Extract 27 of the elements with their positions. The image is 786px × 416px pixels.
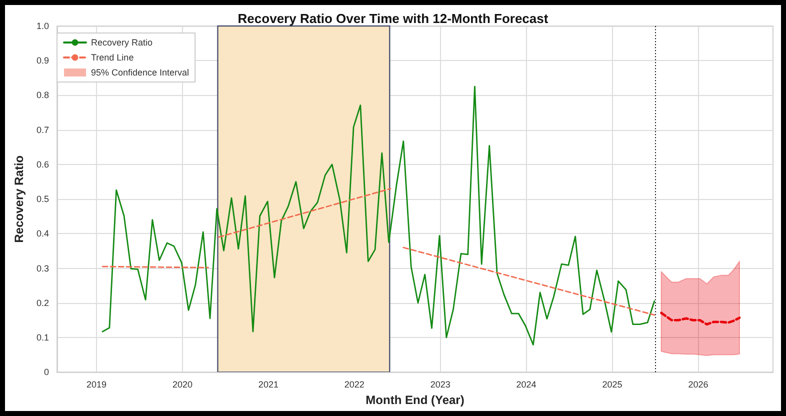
line-series	[102, 86, 656, 346]
x-tick-label: 2025	[602, 380, 622, 390]
y-tick-label: 0.4	[36, 228, 49, 239]
y-tick-label: 1.0	[36, 21, 49, 31]
x-tick-label: 2020	[172, 380, 193, 390]
x-axis-title: Month End (Year)	[366, 393, 464, 407]
y-tick-label: 0.9	[36, 56, 49, 66]
y-tick-label: 0.7	[36, 124, 49, 135]
x-tick-label: 2022	[344, 380, 364, 390]
legend-label: Recovery Ratio	[91, 38, 153, 48]
x-tick-label: 2019	[86, 380, 107, 390]
y-tick-label: 0.8	[36, 90, 49, 100]
x-tick-label: 2021	[258, 380, 278, 390]
x-tick-label: 2024	[516, 380, 536, 390]
y-axis-title: Recovery Ratio	[12, 155, 26, 243]
x-tick-label: 2023	[430, 380, 450, 390]
legend-label: Trend Line	[91, 52, 134, 62]
y-tick-label: 0.3	[36, 263, 49, 274]
chart-title: Recovery Ratio Over Time with 12-Month Forecast	[238, 11, 549, 26]
y-tick-label: 0.2	[36, 298, 49, 308]
line-series	[660, 312, 741, 326]
y-tick-label: 0.6	[36, 159, 49, 170]
legend-label: 95% Confidence Interval	[91, 68, 190, 78]
y-tick-label: 0.1	[36, 332, 49, 342]
y-tick-label: 0.5	[36, 194, 49, 204]
x-tick-label: 2026	[688, 380, 708, 390]
y-tick-label: 0	[44, 367, 49, 378]
